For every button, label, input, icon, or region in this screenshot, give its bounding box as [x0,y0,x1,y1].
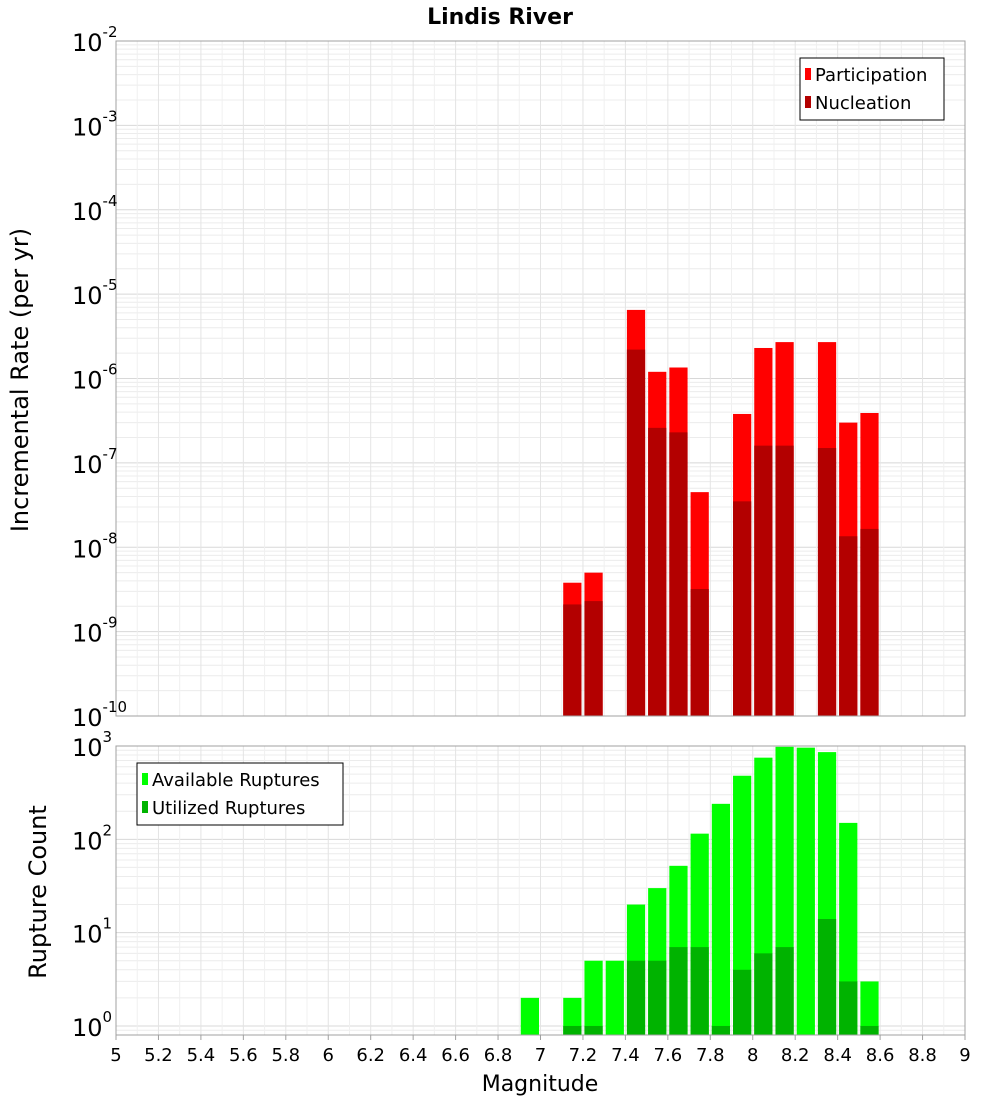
count-bar-available-ruptures [605,960,624,1035]
rate-frame [115,40,966,717]
count-legend: Available Ruptures Utilized Ruptures [136,762,344,826]
count-bar-available-ruptures [520,997,539,1035]
x-tick-label: 5 [110,1045,121,1066]
x-tick-label: 5.6 [229,1045,258,1066]
rate-bar-nucleation [669,432,688,716]
x-tick-label: 7.6 [654,1045,683,1066]
count-bar-utilized-ruptures [648,960,667,1035]
count-y-tick-label: 100 [72,1008,112,1042]
count-legend-box [136,762,344,826]
rate-legend-swatch [805,96,811,108]
x-tick-label: 8.6 [866,1045,895,1066]
rate-grid [115,41,966,717]
rate-bar-nucleation [648,427,667,716]
count-bar-available-ruptures [584,960,603,1035]
x-tick-label: 7 [535,1045,546,1066]
x-tick-label: 6.8 [484,1045,513,1066]
x-tick-label: 6.4 [399,1045,428,1066]
count-bar-utilized-ruptures [754,953,773,1035]
rate-bar-nucleation [839,536,858,716]
chart-title: Lindis River [427,5,573,30]
rate-y-ticks: 10-2 10-3 10-4 10-5 10-6 10-7 10-8 10-9 10-10 [72,23,127,732]
rate-bar-nucleation [584,601,603,716]
count-bar-available-ruptures [796,747,815,1035]
rate-y-tick-label: 10-3 [72,107,118,141]
rate-bar-nucleation [775,445,794,716]
rate-panel: 10-2 10-3 10-4 10-5 10-6 10-7 10-8 10-9 10-10 Par… [72,23,966,732]
x-tick-label: 7.4 [611,1045,640,1066]
count-bar-utilized-ruptures [669,947,688,1035]
count-bar-available-ruptures [711,803,731,1035]
rate-legend-label: Nucleation [815,93,911,114]
count-y-axis-label: Rupture Count [24,805,52,979]
x-tick-label: 8 [747,1045,758,1066]
rate-legend-box [799,57,945,121]
rate-legend: Participation Nucleation [799,57,945,121]
count-y-tick-label: 102 [72,821,112,855]
x-tick-label: 5.2 [144,1045,173,1066]
rate-bars [563,309,879,716]
count-bar-utilized-ruptures [817,919,837,1035]
count-legend-swatch [142,773,148,785]
count-bar-utilized-ruptures [584,1025,603,1035]
x-tick-label: 5.4 [187,1045,216,1066]
rate-y-tick-label: 10-7 [72,445,118,479]
rate-bar-nucleation [690,589,709,716]
count-y-ticks: 103 102 101 100 [72,728,112,1042]
x-tick-label: 8.2 [781,1045,810,1066]
rate-bar-nucleation [860,528,879,716]
rate-legend-swatch [805,68,811,80]
x-ticks: 5 5.2 5.4 5.6 5.8 6 6.2 6.4 6.6 6.8 7 7.2 7.4 7.6 7.8 8… [110,1035,971,1066]
count-y-tick-label: 103 [72,728,112,762]
count-bar-available-ruptures [860,981,879,1035]
count-bar-utilized-ruptures [711,1025,731,1035]
x-tick-label: 6.6 [441,1045,470,1066]
count-bar-utilized-ruptures [563,1025,582,1035]
x-tick-label: 8.8 [908,1045,937,1066]
rate-y-tick-label: 10-4 [72,192,118,226]
x-tick-label: 5.8 [271,1045,300,1066]
x-tick-label: 7.8 [696,1045,725,1066]
rate-bar-nucleation [563,604,582,716]
rate-bar-nucleation [626,349,646,716]
rate-bar-nucleation [733,501,752,716]
rate-y-tick-label: 10-5 [72,276,118,310]
rate-y-tick-label: 10-10 [72,698,127,732]
rate-bar-nucleation [754,445,773,716]
rate-y-tick-label: 10-8 [72,529,118,563]
count-bar-utilized-ruptures [690,947,709,1035]
rate-y-tick-label: 10-9 [72,614,118,648]
x-tick-label: 6.2 [356,1045,385,1066]
rate-y-tick-label: 10-2 [72,23,118,57]
count-bar-utilized-ruptures [860,1025,879,1035]
rate-legend-label: Participation [815,65,927,86]
count-y-tick-label: 101 [72,915,112,949]
count-legend-label: Utilized Ruptures [152,798,305,819]
x-tick-label: 9 [959,1045,970,1066]
rate-bar-nucleation [817,448,837,716]
count-bar-available-ruptures [563,997,582,1035]
rate-y-axis-label: Incremental Rate (per yr) [6,228,34,532]
count-bars [520,746,879,1035]
rate-y-tick-label: 10-6 [72,361,118,395]
count-bar-utilized-ruptures [839,981,858,1035]
x-axis-label: Magnitude [482,1072,599,1097]
count-legend-swatch [142,801,148,813]
count-legend-label: Available Ruptures [152,770,320,791]
count-bar-utilized-ruptures [626,960,646,1035]
x-tick-label: 7.2 [569,1045,598,1066]
count-panel: 103 102 101 100 Available Ruptures Utilized R… [72,728,971,1066]
count-bar-utilized-ruptures [733,969,752,1035]
x-tick-label: 8.4 [823,1045,852,1066]
count-bar-utilized-ruptures [775,947,794,1035]
x-tick-label: 6 [323,1045,334,1066]
